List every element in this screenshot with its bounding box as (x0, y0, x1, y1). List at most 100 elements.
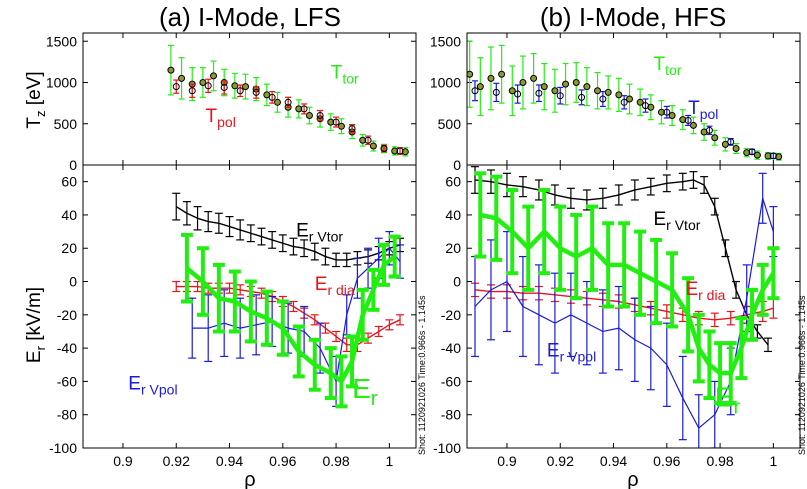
data-point (295, 105, 303, 113)
panel-title-b: (b) I-Mode, HFS (540, 2, 726, 32)
annotation: Er Vtor (653, 209, 700, 233)
data-point (492, 88, 500, 96)
data-point (636, 98, 644, 106)
y-axis-label-top: Tz [eV] (24, 71, 48, 128)
data-point (743, 149, 751, 157)
x-tick-label: 0.98 (322, 453, 349, 469)
data-point (348, 125, 356, 133)
data-point (540, 83, 548, 91)
series-line (474, 289, 774, 321)
data-point (615, 91, 623, 99)
y-tick-label: -80 (441, 407, 461, 423)
y-tick-label: 20 (445, 240, 461, 256)
data-point (300, 105, 308, 113)
annotation: Er Vtor (296, 221, 343, 245)
y-tick-label: 40 (61, 207, 77, 223)
x-tick-label: 0.96 (653, 453, 680, 469)
data-point (514, 90, 522, 98)
y-tick-label: -80 (57, 407, 77, 423)
data-point (178, 74, 186, 82)
annotation: Ttor (653, 54, 681, 78)
data-point (327, 118, 335, 126)
y-tick-label: 40 (445, 207, 461, 223)
data-point (369, 142, 377, 150)
axes-frame-top (82, 32, 417, 166)
data-point (594, 87, 602, 95)
data-point (337, 122, 345, 130)
series-group-bottom (172, 192, 405, 409)
data-point (689, 121, 697, 129)
data-point (210, 72, 218, 80)
panel-b: (b) I-Mode, HFS 0 500 1000 1500 Ttor Tpol -100 -… (430, 2, 801, 469)
x-tick-label: 0.9 (497, 453, 517, 469)
y-tick-label: 1500 (46, 33, 77, 49)
axes-frame-bottom (82, 164, 417, 449)
data-point (199, 79, 207, 86)
data-point (401, 148, 409, 156)
data-point (572, 79, 580, 86)
data-point (551, 87, 559, 95)
rotated-note-right: Shot: 1120921026 Time:0.966s - 1.145s (797, 295, 807, 455)
y-tick-label: -60 (57, 373, 77, 389)
x-axis-label-b: ρ (627, 469, 638, 489)
data-point (508, 87, 516, 95)
series-line (474, 179, 769, 346)
data-point (391, 147, 399, 155)
data-point (231, 82, 239, 90)
axes-frame-bottom (466, 164, 801, 449)
x-tick-label: 0.98 (706, 453, 733, 469)
data-point (641, 102, 649, 110)
data-point (748, 148, 756, 156)
series-line (474, 197, 774, 429)
data-point (188, 87, 196, 95)
y-tick-label: 1500 (430, 33, 461, 49)
data-point (284, 98, 292, 106)
series-group-top (167, 44, 409, 157)
data-point (268, 93, 276, 101)
data-point (684, 116, 692, 124)
panel-a: (a) I-Mode, LFS 0 500 1000 1500 Ttor Tpol -100 -… (46, 2, 417, 469)
data-point (530, 74, 538, 82)
data-point (583, 83, 591, 91)
y-tick-label: -60 (441, 373, 461, 389)
data-point (668, 112, 676, 119)
data-point (359, 136, 367, 144)
data-point (467, 70, 474, 78)
data-point (332, 118, 340, 126)
annotation: Er Vpol (547, 340, 596, 364)
data-point (476, 83, 484, 91)
y-tick-label: 0 (69, 157, 77, 173)
data-point (305, 112, 313, 119)
y-tick-label: -40 (57, 340, 77, 356)
x-tick-label: 0.94 (216, 453, 243, 469)
data-point (498, 70, 506, 78)
series-group-top (467, 40, 783, 161)
y-tick-label: -100 (49, 440, 77, 456)
annotation: Er dia (315, 274, 355, 298)
data-point (753, 151, 761, 159)
x-tick-label: 1 (769, 453, 777, 469)
data-point (711, 134, 719, 142)
rotated-note-left: Shot: 1120921026 Time:0.966s - 1.145s (417, 295, 427, 455)
data-point (242, 83, 250, 91)
data-point (252, 88, 260, 96)
series-line (479, 212, 776, 376)
x-tick-label: 0.9 (113, 453, 133, 469)
y-tick-label: 20 (61, 240, 77, 256)
data-point (705, 126, 713, 134)
data-point (471, 87, 479, 95)
annotation: Er (715, 381, 741, 418)
data-point (535, 89, 543, 97)
y-tick-label: 1000 (430, 75, 461, 91)
data-point (764, 152, 772, 160)
data-point (604, 88, 612, 96)
data-point (487, 74, 495, 82)
data-point (562, 80, 570, 88)
data-point (236, 87, 244, 95)
y-tick-label: -100 (433, 440, 461, 456)
data-point (732, 145, 740, 152)
data-point (396, 147, 404, 155)
data-point (620, 98, 628, 106)
x-tick-label: 0.96 (269, 453, 296, 469)
series-line (185, 254, 397, 384)
